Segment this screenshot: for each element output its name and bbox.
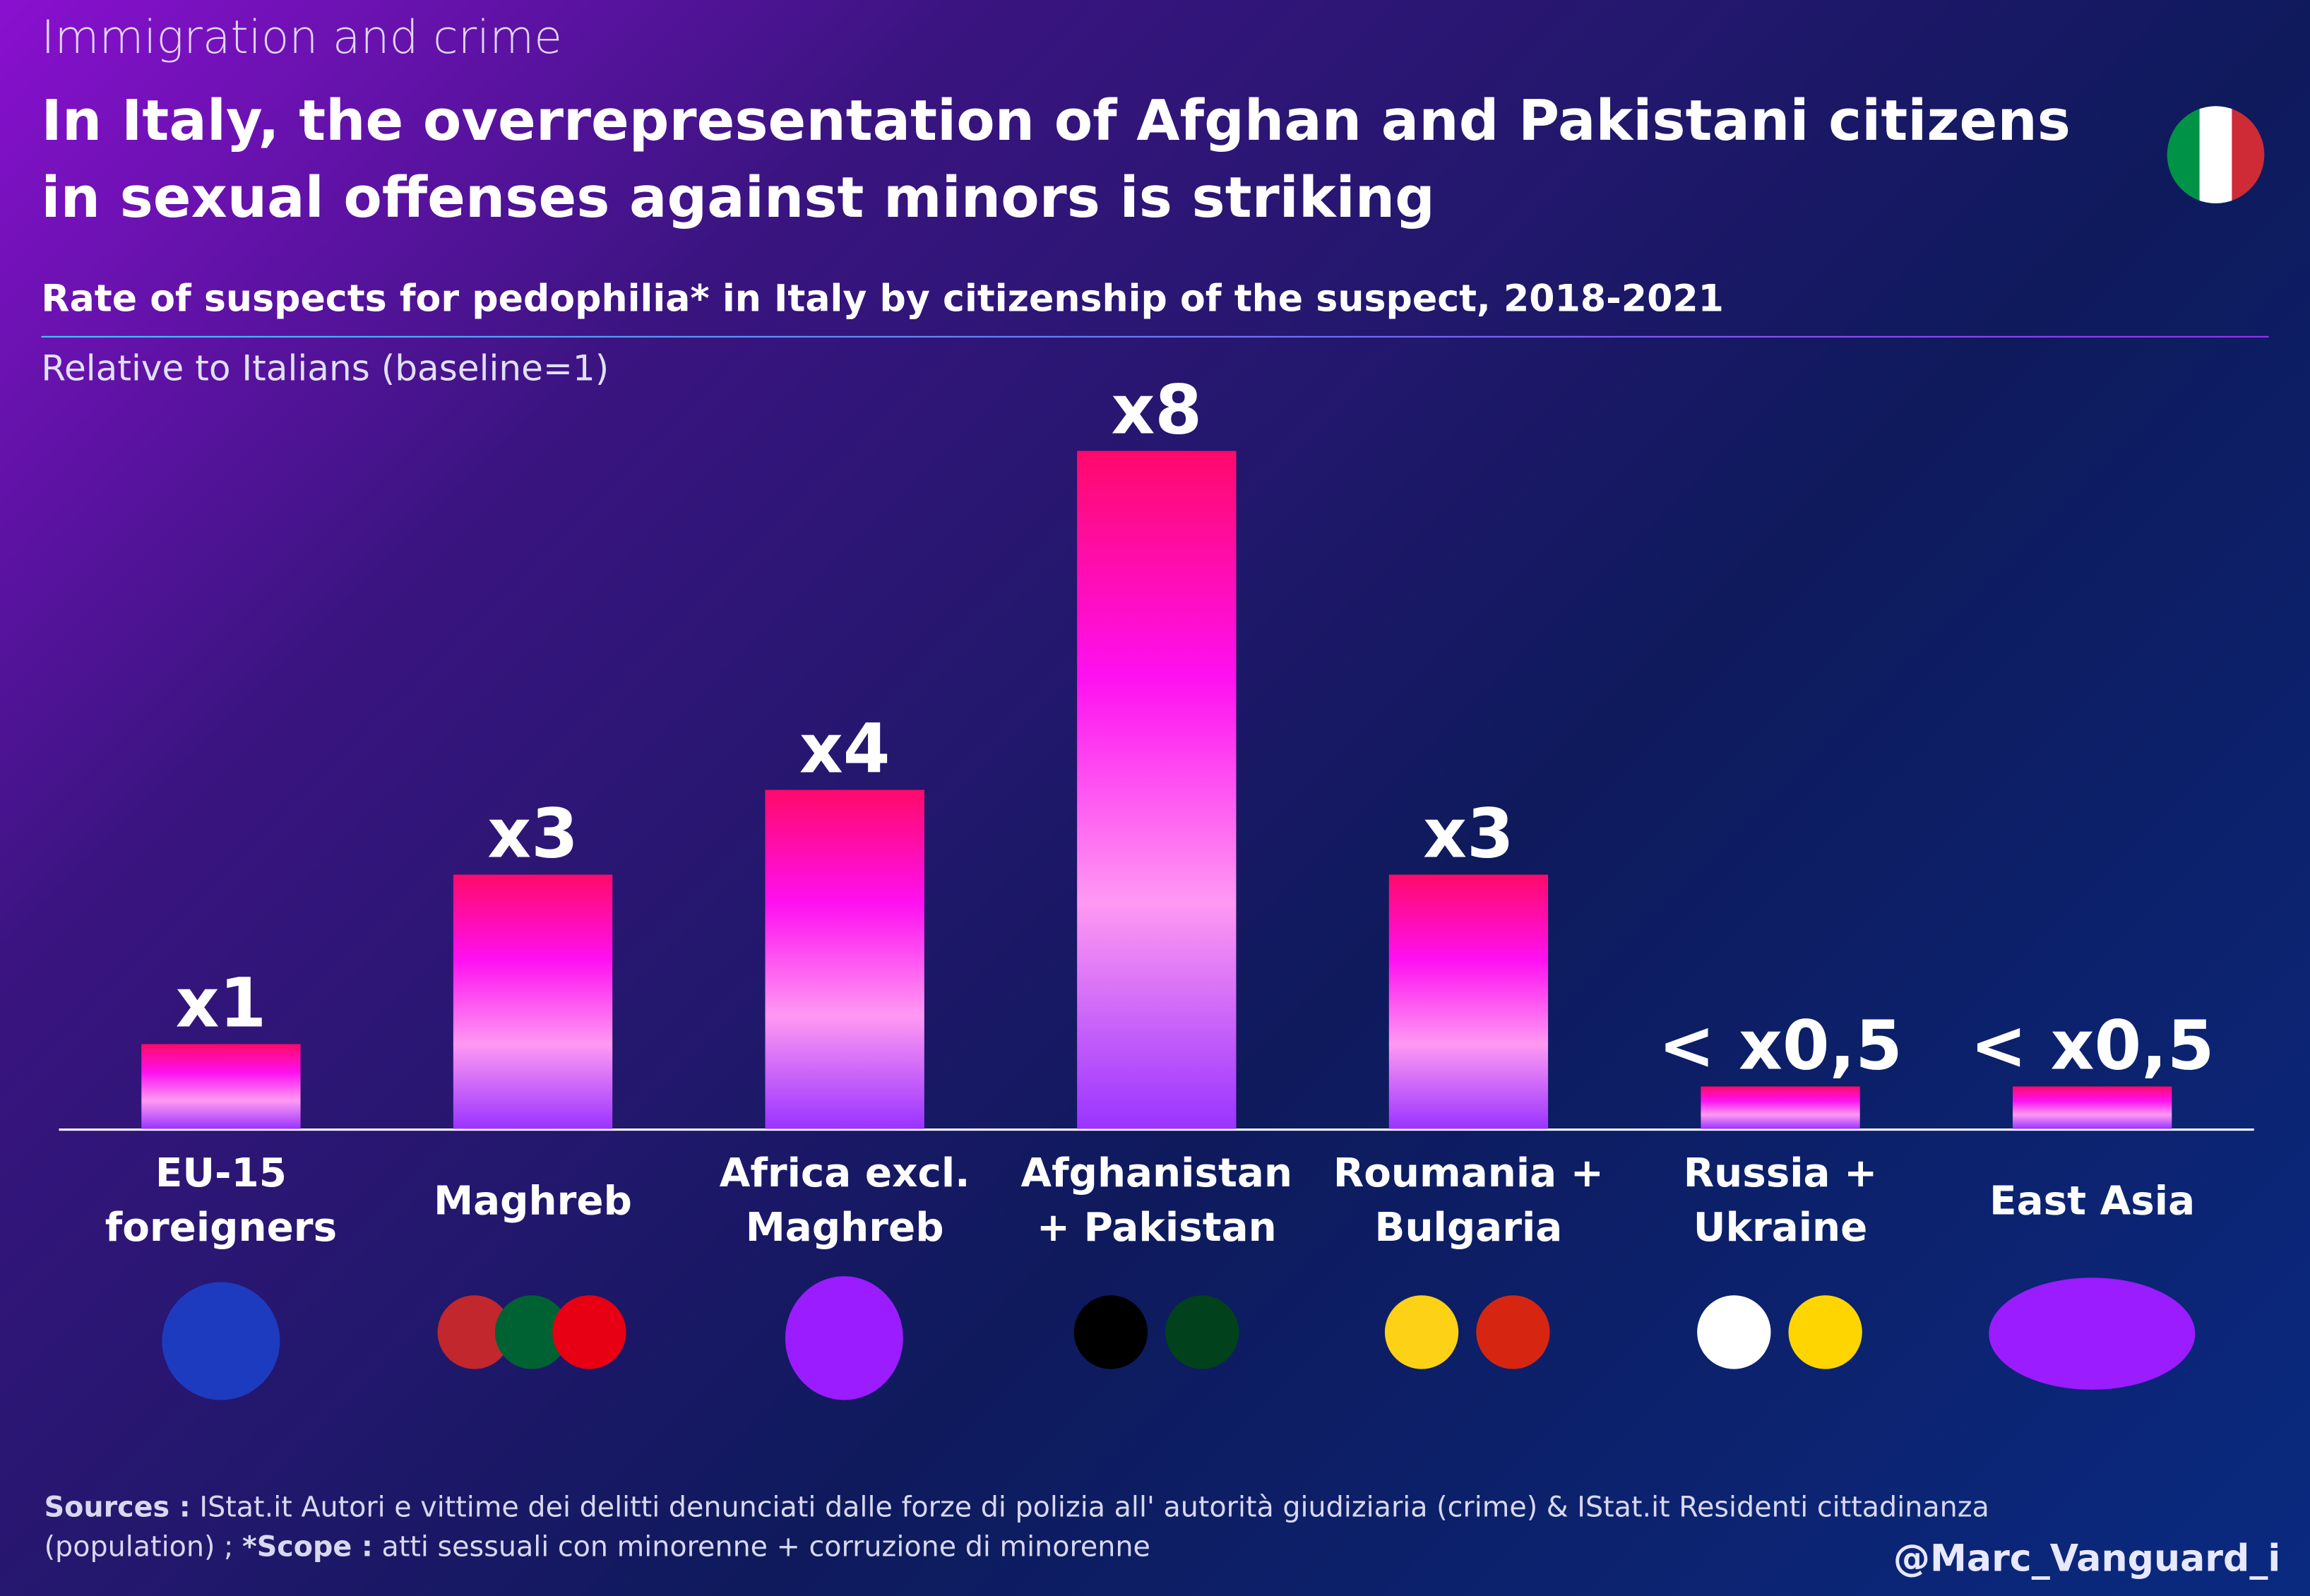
x-tick-label: Afghanistan + Pakistan [1020,1150,1293,1251]
scope-text: atti sessuali con minorenne + corruzione… [381,1531,1150,1564]
sources: Sources : IStat.it Autori e vittime dei … [44,1489,2166,1568]
x-tick-label: EU-15 foreigners [105,1150,338,1251]
scope-label: *Scope : [242,1531,373,1564]
bar [765,790,924,1129]
bar [141,1044,301,1129]
sources-text: IStat.it Autori e vittime dei delitti de… [44,1491,1989,1564]
x-tick-label: Russia + Ukraine [1683,1150,1878,1251]
bar [2013,1086,2172,1129]
bar [1388,874,1549,1129]
value-label: x3 [1423,794,1514,873]
value-label: x8 [1111,371,1202,450]
value-label: x3 [487,794,578,873]
kicker: Immigration and crime [41,11,563,65]
x-tick-label: East Asia [1989,1179,2196,1225]
italy-flag [2167,106,2265,203]
divider [41,335,2269,338]
icons [162,1276,2196,1400]
x-tick-label: Maghreb [434,1179,632,1225]
bar [1077,451,1237,1129]
value-label: < x0,5 [1970,1006,2215,1085]
x-tick-label: Roumania + Bulgaria [1333,1150,1604,1251]
sources-label: Sources : [44,1491,191,1524]
axis-note: Relative to Italians (baseline=1) [41,347,609,389]
subtitle: Rate of suspects for pedophilia* in Ital… [41,277,1724,320]
handle: @Marc_Vanguard_i [1893,1537,2281,1580]
chart-title: In Italy, the overrepresentation of Afgh… [41,88,2071,230]
bar [453,874,613,1129]
value-label: x4 [799,709,891,788]
x-tick-label: Africa excl. Maghreb [719,1150,970,1251]
value-label: x1 [176,963,267,1042]
bar [1701,1086,1860,1129]
value-label: < x0,5 [1658,1006,1903,1085]
